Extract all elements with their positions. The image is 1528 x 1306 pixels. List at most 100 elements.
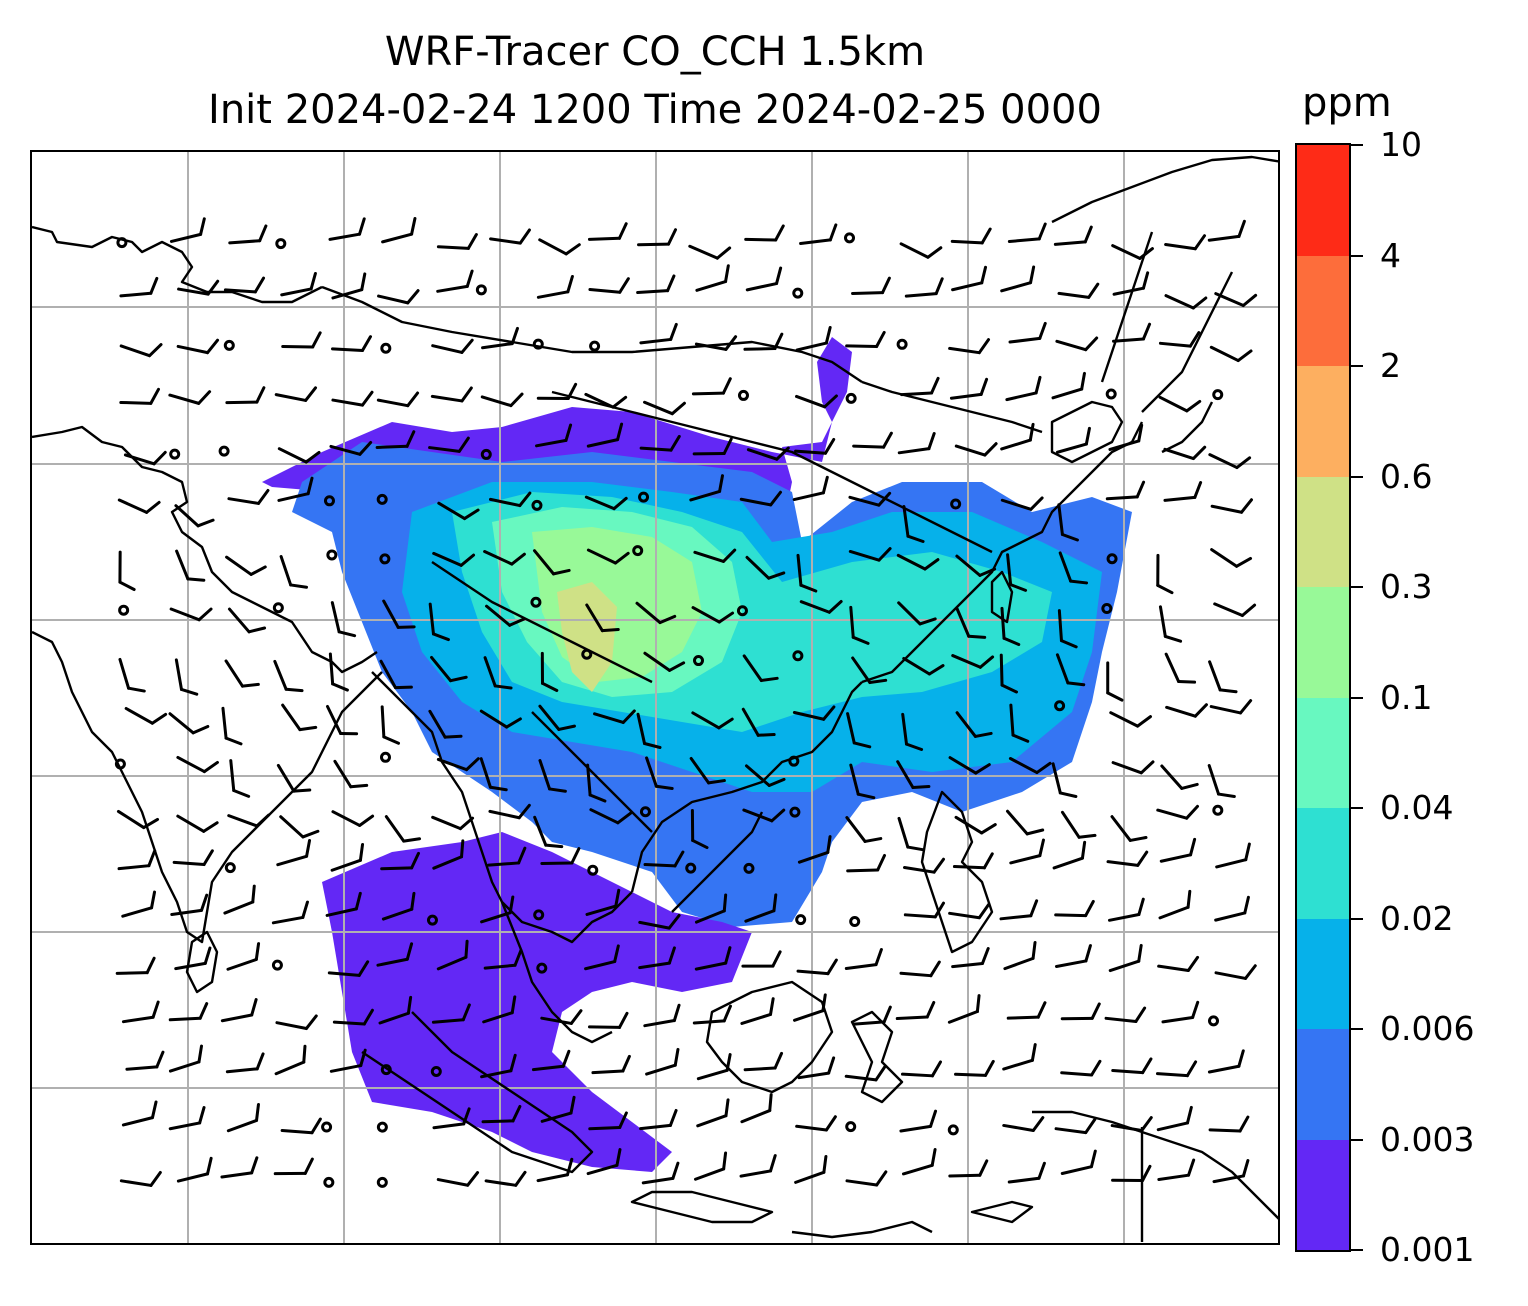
wind-barb xyxy=(487,846,527,867)
wind-barb xyxy=(1213,602,1257,617)
colorbar-tick-label: 0.003 xyxy=(1380,1119,1475,1159)
wind-barb xyxy=(332,1008,374,1026)
wind-barb xyxy=(119,1170,162,1187)
calm-wind-marker xyxy=(530,596,542,608)
wind-barb xyxy=(896,553,940,571)
wind-barb xyxy=(1157,1158,1196,1182)
wind-barb xyxy=(436,939,469,971)
map-canvas xyxy=(32,152,1278,1243)
calm-wind-marker xyxy=(376,1121,388,1133)
colorbar-tick-label: 0.001 xyxy=(1380,1230,1475,1269)
calm-wind-marker xyxy=(1212,804,1224,816)
tracer-concentration-layer xyxy=(262,337,1132,1172)
wind-barb xyxy=(328,217,366,241)
wind-barb xyxy=(169,217,206,243)
wind-barb xyxy=(792,993,827,1022)
wind-barb xyxy=(1107,897,1145,922)
wind-barb xyxy=(593,709,636,724)
wind-barb xyxy=(1208,1115,1250,1133)
wind-barb xyxy=(690,808,709,850)
wind-barb xyxy=(851,656,888,685)
wind-barb xyxy=(954,1059,995,1077)
wind-barb xyxy=(900,1060,942,1078)
calm-wind-marker xyxy=(789,806,801,818)
wind-barb xyxy=(1111,1164,1152,1183)
calm-wind-marker xyxy=(321,1121,333,1133)
wind-barb xyxy=(951,265,988,292)
wind-barb xyxy=(540,1009,583,1025)
wind-barb xyxy=(329,1048,367,1073)
wind-barb xyxy=(586,422,624,448)
wind-barb xyxy=(636,712,662,750)
wind-barb xyxy=(635,601,677,625)
calm-wind-marker xyxy=(589,340,601,352)
colorbar-tick-label: 0.02 xyxy=(1380,898,1454,938)
wind-barb xyxy=(1207,219,1246,242)
wind-barb xyxy=(223,276,266,294)
wind-barb xyxy=(121,1000,160,1024)
calm-wind-marker xyxy=(380,1064,392,1076)
wind-barb xyxy=(1108,423,1144,451)
wind-barb xyxy=(643,1003,681,1028)
wind-barb xyxy=(948,756,991,775)
wind-barb xyxy=(125,1050,165,1071)
wind-barb xyxy=(586,548,630,565)
wind-barb xyxy=(172,849,214,867)
wind-barb xyxy=(848,547,892,562)
wind-barb xyxy=(844,948,883,971)
wind-barb xyxy=(479,757,508,792)
wind-barb xyxy=(852,1005,892,1026)
map-title: WRF-Tracer CO_CCH 1.5km xyxy=(384,29,926,75)
wind-barb xyxy=(588,277,630,294)
wind-barb xyxy=(168,390,212,405)
wind-barb xyxy=(902,504,925,543)
wind-barb xyxy=(586,763,607,803)
wind-barb xyxy=(376,942,414,967)
wind-barb xyxy=(584,944,620,971)
wind-barb xyxy=(1055,653,1086,687)
calm-wind-marker xyxy=(788,755,800,767)
wind-barb xyxy=(437,501,480,521)
wind-barb xyxy=(279,555,309,589)
wind-barb xyxy=(744,764,786,787)
wind-barb xyxy=(379,659,413,690)
wind-barbs xyxy=(114,217,1258,1188)
wind-barb xyxy=(740,1093,773,1124)
wind-barb xyxy=(377,289,420,305)
wind-barb xyxy=(794,1154,828,1184)
wind-barb xyxy=(949,377,989,400)
wind-barb xyxy=(330,842,365,872)
wind-barb xyxy=(1159,837,1197,863)
wind-barb xyxy=(795,325,832,352)
wind-barb xyxy=(1160,764,1199,790)
wind-barb xyxy=(844,1065,887,1082)
wind-barb xyxy=(432,551,476,567)
wind-barb xyxy=(382,599,416,629)
wind-barb xyxy=(797,835,832,864)
wind-barb xyxy=(1052,840,1087,870)
wind-barb xyxy=(1054,944,1092,969)
wind-barb xyxy=(384,815,422,843)
wind-barb xyxy=(430,386,473,403)
calm-wind-marker xyxy=(426,914,438,926)
calm-wind-marker xyxy=(743,862,755,874)
wind-barb xyxy=(376,391,420,408)
wind-barb xyxy=(1051,371,1086,400)
wind-barb xyxy=(639,1108,678,1131)
wind-barb xyxy=(380,705,400,745)
wind-barb xyxy=(954,442,998,457)
calm-wind-marker xyxy=(223,339,235,351)
wind-barb xyxy=(279,815,320,839)
wind-barb xyxy=(1207,764,1236,799)
colorbar-tick-label: 0.3 xyxy=(1380,567,1433,606)
wind-barb xyxy=(1215,842,1251,869)
wind-barb xyxy=(489,228,531,245)
colorbar-tick-mark xyxy=(1351,365,1363,367)
wind-barb xyxy=(436,1171,480,1187)
wind-barb xyxy=(636,274,676,295)
wind-barb xyxy=(851,276,891,296)
wind-barb xyxy=(694,335,738,351)
calm-wind-marker xyxy=(272,602,284,614)
wind-barb xyxy=(1210,548,1253,568)
wind-barb xyxy=(693,1151,728,1181)
